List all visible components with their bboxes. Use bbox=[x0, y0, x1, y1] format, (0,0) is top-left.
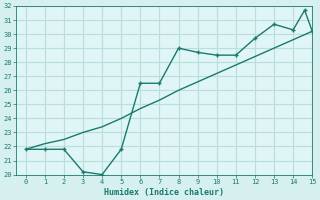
X-axis label: Humidex (Indice chaleur): Humidex (Indice chaleur) bbox=[104, 188, 224, 197]
